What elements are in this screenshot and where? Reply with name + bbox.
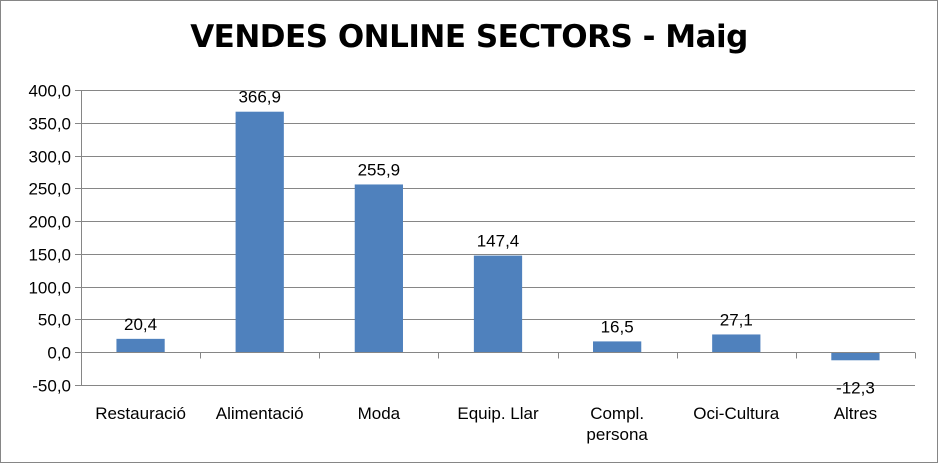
bar [831,352,880,361]
y-tick-label: 250,0 [28,180,71,199]
x-category-label: persona [586,425,648,444]
bar [116,338,165,353]
y-tick-label: 100,0 [28,279,71,298]
bar [354,184,403,353]
bars [116,111,880,361]
data-label: 16,5 [601,317,634,336]
bar [593,341,642,353]
y-tick-label: 150,0 [28,246,71,265]
y-tick-label: 0,0 [47,344,71,363]
y-axis-ticks: -50,0 0,0 50,0 100,0 150,0 200,0 250,0 300,0 350… [28,82,71,396]
axes [75,90,916,386]
y-tick-label: 200,0 [28,213,71,232]
y-tick-label: 300,0 [28,148,71,167]
y-tick-label: 50,0 [38,311,71,330]
x-category-label: Compl. [590,404,644,423]
data-label: 366,9 [238,88,281,107]
bar [235,111,284,353]
x-category-label: Oci-Cultura [693,404,780,423]
data-label: 20,4 [124,315,157,334]
chart-title: VENDES ONLINE SECTORS - Maig [190,19,748,55]
x-category-label: Restauració [95,404,186,423]
bar [473,255,523,353]
x-category-label: Equip. Llar [457,404,539,423]
x-category-label: Alimentació [216,404,304,423]
data-label: -12,3 [836,378,875,397]
y-tick-label: 350,0 [28,115,71,134]
bar [712,334,761,353]
data-label: 27,1 [720,310,753,329]
x-category-label: Moda [358,404,401,423]
x-axis-categories: Restauració Alimentació Moda Equip. Llar Com… [95,404,877,444]
data-label: 255,9 [358,160,401,179]
y-tick-label: 400,0 [28,82,71,101]
data-label: 147,4 [477,232,520,251]
y-tick-label: -50,0 [32,377,71,396]
x-category-label: Altres [834,404,877,423]
data-labels: 20,4 366,9 255,9 147,4 16,5 27,1 -12,3 [124,88,875,398]
